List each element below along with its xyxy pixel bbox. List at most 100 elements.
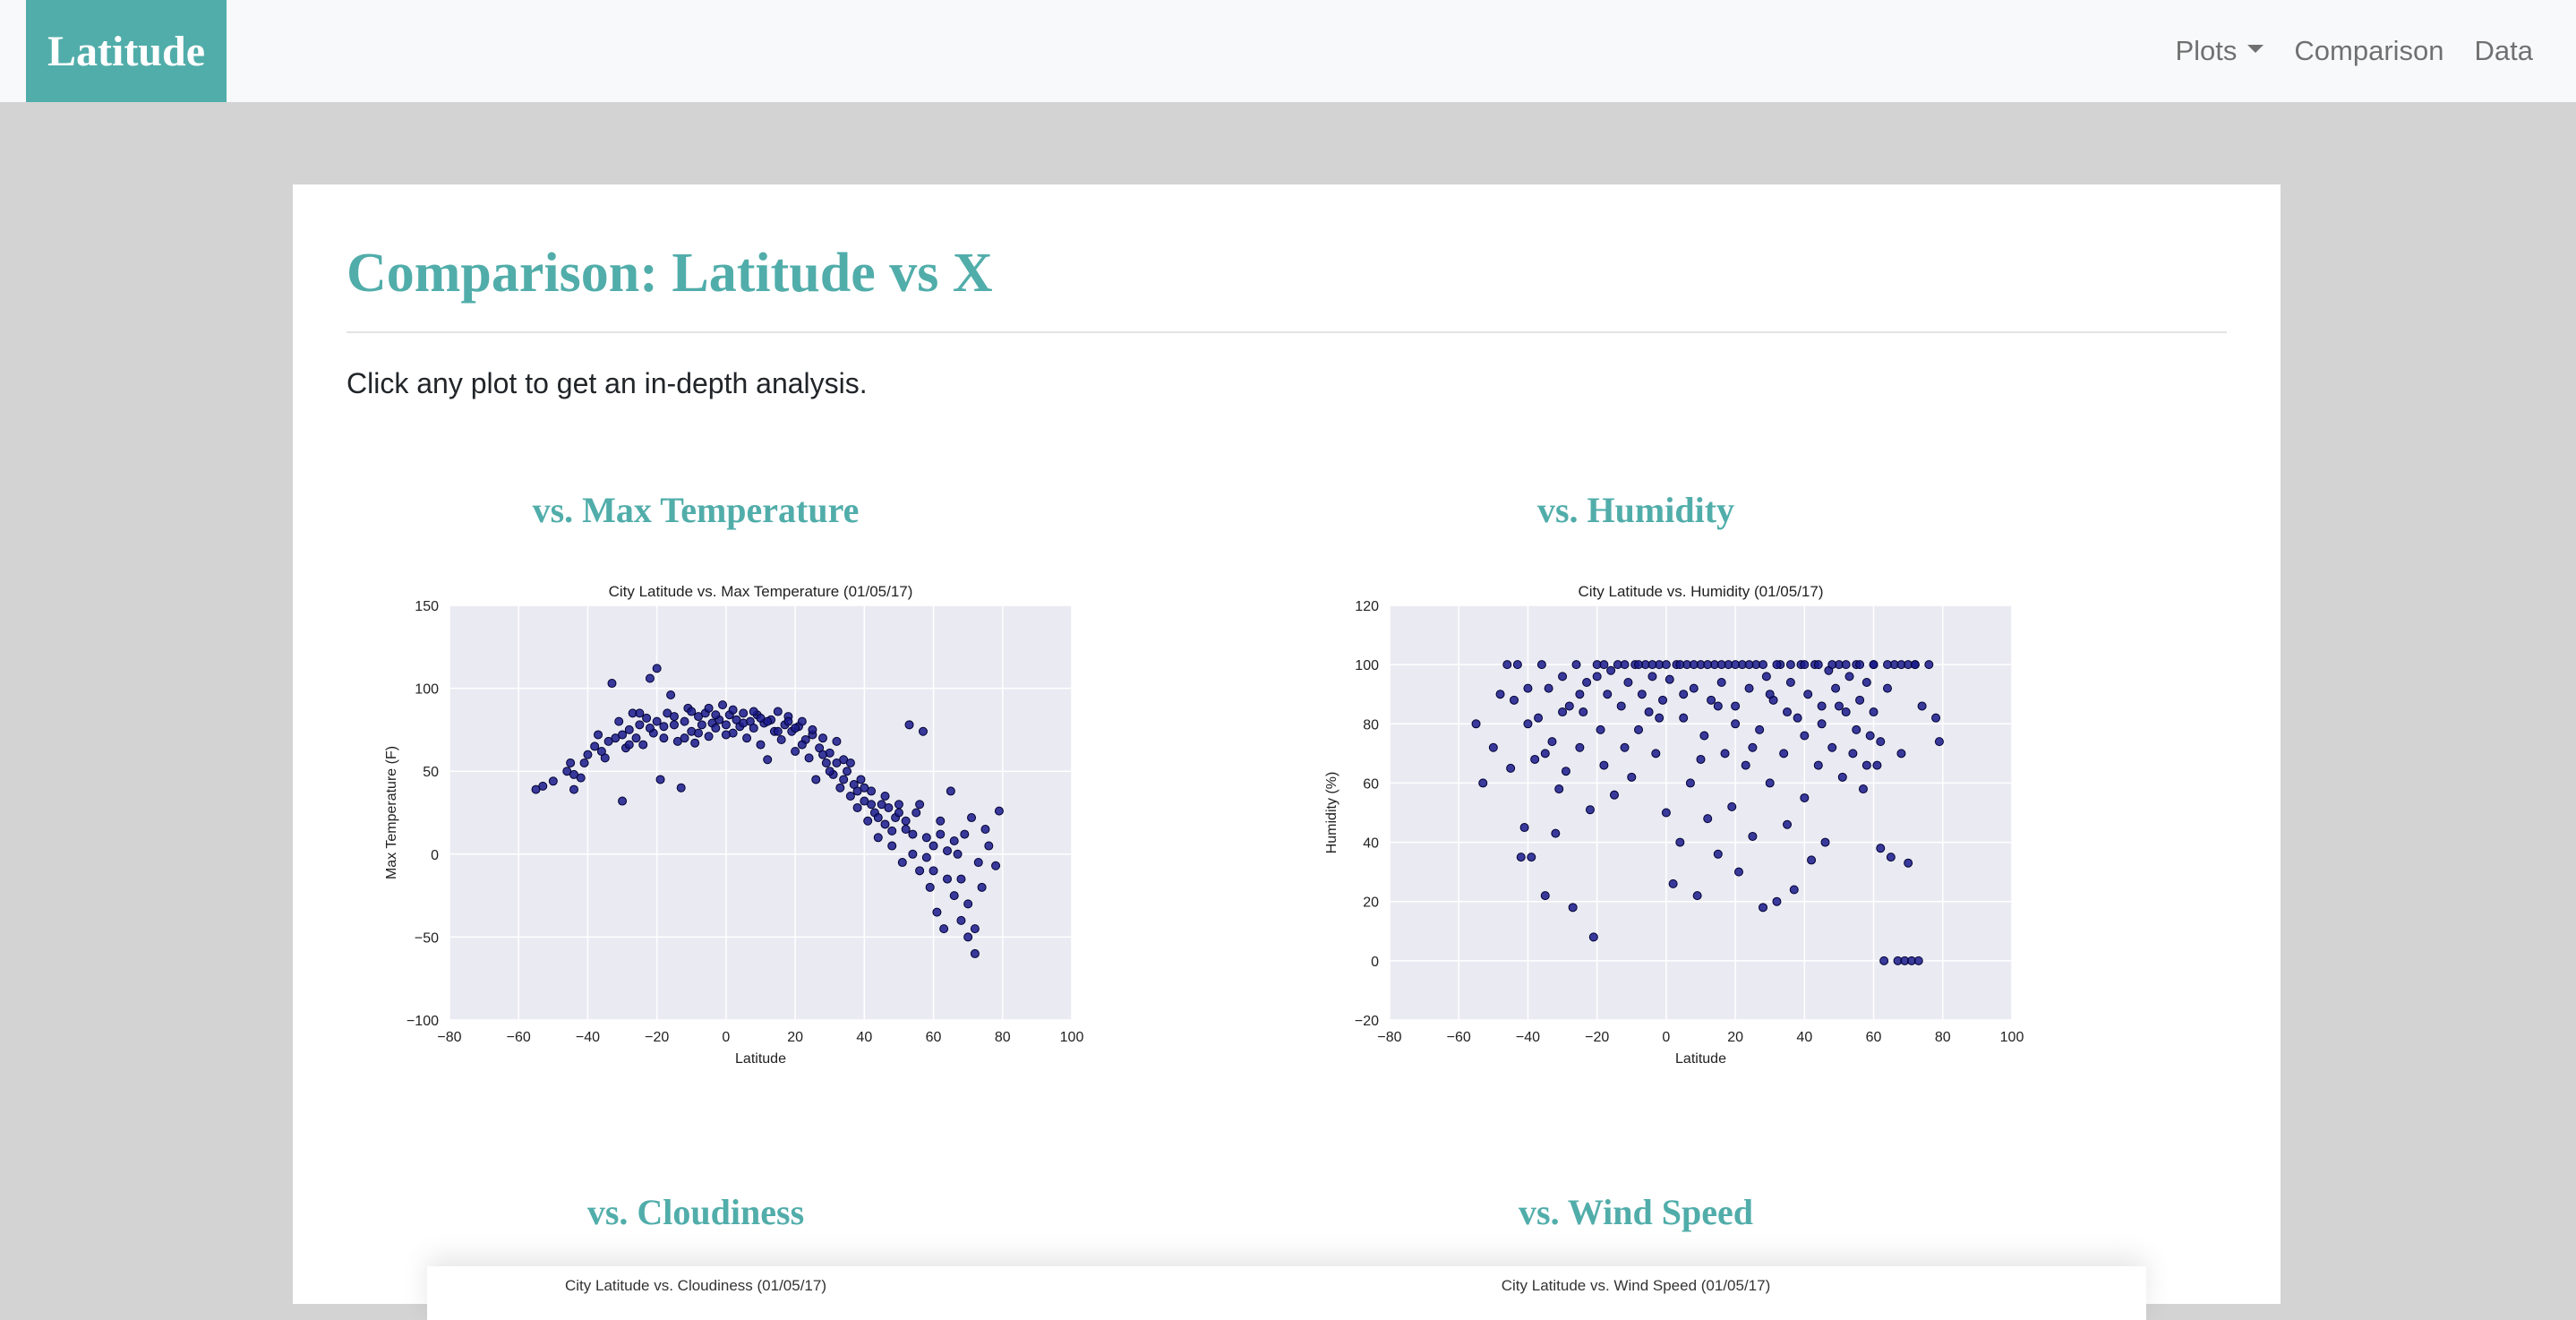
data-point [1831,683,1841,693]
nav-plots-dropdown[interactable]: Plots [2175,35,2264,67]
data-point [1789,885,1799,895]
data-point [1817,719,1827,729]
data-point [1647,660,1657,670]
data-point [1523,683,1533,693]
plot-wind-speed-title[interactable]: City Latitude vs. Wind Speed (01/05/17) [1501,1277,1771,1294]
plot-humidity[interactable]: −80 −60 −40 −20 0 20 40 60 80 100 −20 0 20 40 60 80 100 1… [1269,570,2075,1071]
data-point [1904,858,1913,868]
plot-heading-cloudiness[interactable]: vs. Cloudiness [586,1192,805,1232]
data-point [1876,844,1886,853]
scatter-chart: −80 −60 −40 −20 0 20 40 60 80 100 −100 −50 0 50 100 150… [384,583,1083,1067]
data-point [1623,677,1633,687]
data-point [835,783,845,793]
data-point [694,728,703,738]
data-point [1495,690,1505,699]
data-point [1934,737,1944,747]
data-point [818,733,827,743]
data-point [739,708,749,718]
data-point [1855,695,1865,705]
data-point [1858,784,1868,794]
navbar: Latitude Plots Comparison Data [0,0,2576,102]
data-point [718,700,728,710]
data-point [915,800,925,810]
data-point [603,736,613,746]
data-point [904,720,914,730]
data-point [880,819,890,829]
data-point [1765,778,1775,788]
data-point [669,712,679,722]
data-point [880,791,890,801]
data-point [887,826,897,836]
data-point [1558,672,1568,681]
plot-heading-max-temperature[interactable]: vs. Max Temperature [532,490,860,530]
data-point [1785,660,1795,670]
data-point [1579,707,1588,717]
y-tick-label: −50 [415,930,439,946]
data-point [783,716,793,726]
x-tick-label: −40 [576,1030,600,1045]
data-point [963,932,973,942]
y-tick-label: 80 [1363,717,1379,733]
data-point [791,746,800,756]
data-point [832,758,842,767]
nav-data-link[interactable]: Data [2474,35,2533,66]
data-point [1783,707,1793,717]
data-point [655,775,665,784]
plot-area [1390,605,2012,1020]
data-point [1759,660,1767,670]
data-point [949,836,959,845]
data-point [953,849,963,859]
data-point [1785,677,1795,687]
plot-cloudiness-title[interactable]: City Latitude vs. Cloudiness (01/05/17) [565,1277,826,1294]
data-point [1506,763,1516,773]
data-point [839,775,849,784]
data-point [666,690,676,700]
data-point [1685,778,1695,788]
data-point [704,732,714,741]
y-tick-label: 100 [415,682,439,698]
data-point [659,733,669,743]
data-point [1551,828,1561,838]
data-point [1620,742,1630,752]
data-point [994,806,1004,816]
data-point [1582,677,1592,687]
data-point [1827,660,1837,670]
plot-heading-wind-speed[interactable]: vs. Wind Speed [1519,1192,1753,1232]
data-point [1679,690,1689,699]
data-point [1616,701,1626,711]
data-point [932,907,942,917]
data-point [908,849,918,859]
data-point [1748,742,1758,752]
data-point [908,829,918,839]
data-point [1800,793,1810,802]
data-point [1703,814,1713,824]
data-point [618,796,628,806]
data-point [1523,719,1533,729]
data-point [901,816,911,826]
data-point [894,808,903,818]
data-point [1896,749,1906,759]
data-point [1924,660,1934,670]
data-point [1699,731,1709,741]
data-point [860,783,869,793]
data-point [1731,660,1741,670]
data-point [590,741,600,751]
x-tick-label: −60 [1447,1030,1471,1045]
nav-comparison-link[interactable]: Comparison [2294,35,2444,66]
data-point [1536,660,1546,670]
data-point [638,740,648,750]
plot-heading-humidity[interactable]: vs. Humidity [1536,490,1735,530]
data-point [960,829,970,839]
data-point [1547,737,1557,747]
data-point [1883,660,1892,670]
brand-logo[interactable]: Latitude [26,0,227,102]
data-point [652,716,662,726]
x-tick-label: 60 [1866,1030,1882,1045]
plot-max-temperature[interactable]: −80 −60 −40 −20 0 20 40 60 80 100 −100 −50 0 50 100 150… [329,570,1134,1071]
intro-text: Click any plot to get an in-depth analys… [347,367,868,399]
y-axis-label: Max Temperature (F) [384,746,399,879]
y-tick-label: 0 [431,848,439,863]
x-tick-label: 40 [856,1030,872,1045]
data-point [1471,719,1481,729]
data-point [1696,754,1706,764]
